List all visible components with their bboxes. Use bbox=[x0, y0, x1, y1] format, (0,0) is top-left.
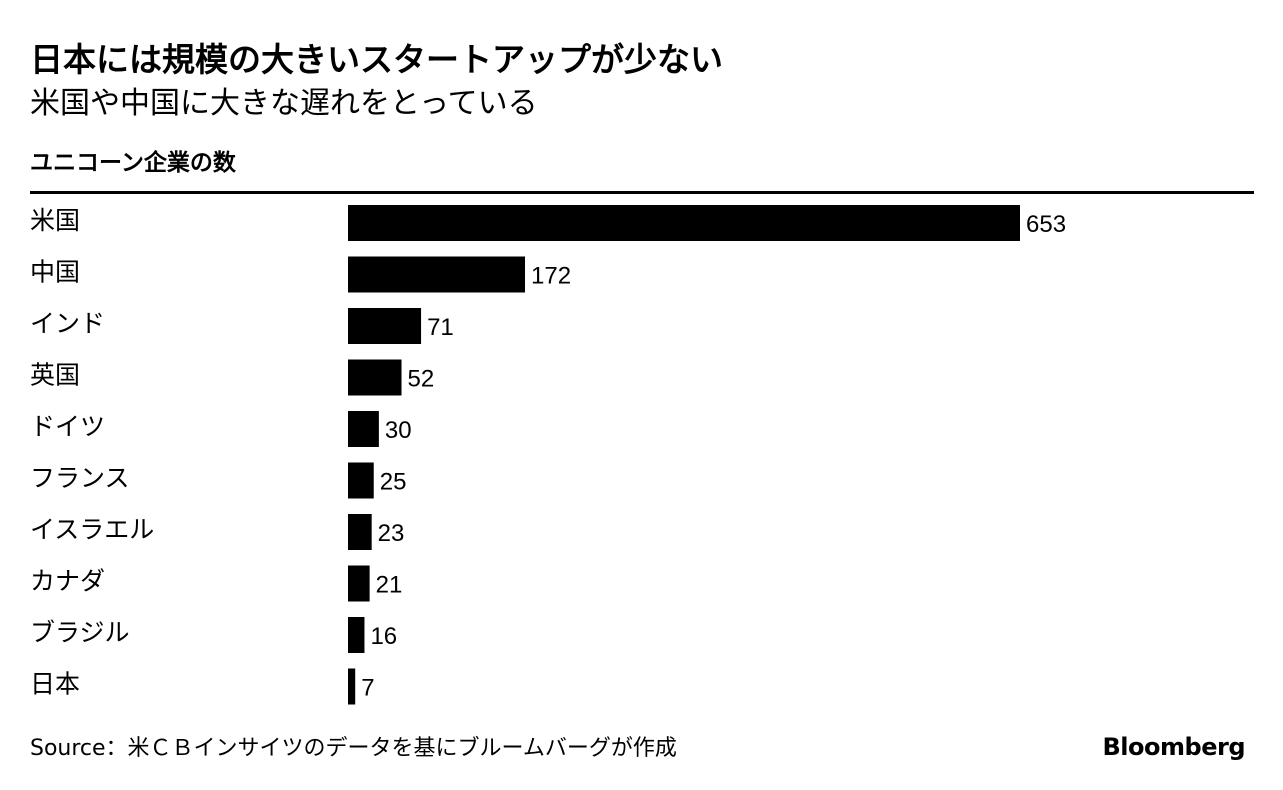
chart-title: 日本には規模の大きいスタートアップが少ない bbox=[30, 40, 723, 79]
value-label: 52 bbox=[408, 366, 435, 393]
bar bbox=[348, 308, 422, 344]
category-label: カナダ bbox=[30, 567, 105, 596]
bloomberg-logo: Bloomberg bbox=[1102, 733, 1246, 761]
category-label: ブラジル bbox=[30, 618, 130, 647]
category-label: 米国 bbox=[30, 206, 80, 235]
category-label: インド bbox=[30, 309, 105, 338]
source-note: Source：米ＣＢインサイツのデータを基にブルームバーグが作成 bbox=[30, 736, 677, 761]
value-label: 71 bbox=[427, 314, 454, 341]
value-label: 30 bbox=[385, 417, 412, 444]
bar bbox=[348, 668, 356, 705]
category-label: イスラエル bbox=[30, 515, 154, 544]
value-label: 25 bbox=[380, 469, 407, 496]
bar bbox=[348, 359, 402, 396]
value-label: 7 bbox=[361, 675, 374, 702]
value-label: 21 bbox=[376, 572, 403, 599]
value-label: 653 bbox=[1026, 211, 1066, 238]
category-label: 日本 bbox=[30, 670, 80, 699]
bar bbox=[348, 617, 365, 653]
chart-label: ユニコーン企業の数 bbox=[30, 150, 236, 176]
bar bbox=[348, 411, 379, 447]
category-label: 中国 bbox=[30, 258, 80, 287]
category-label: ドイツ bbox=[30, 412, 105, 441]
value-label: 23 bbox=[378, 520, 405, 547]
value-label: 16 bbox=[370, 623, 397, 650]
category-label: 英国 bbox=[30, 361, 80, 390]
bar bbox=[348, 565, 370, 602]
category-label: フランス bbox=[30, 464, 130, 493]
value-label: 172 bbox=[531, 263, 571, 290]
header-rule bbox=[30, 191, 1254, 194]
bar bbox=[348, 462, 374, 499]
bar bbox=[348, 514, 372, 550]
bar bbox=[348, 205, 1020, 241]
bar bbox=[348, 256, 526, 293]
chart-subtitle: 米国や中国に大きな遅れをとっている bbox=[30, 86, 538, 121]
